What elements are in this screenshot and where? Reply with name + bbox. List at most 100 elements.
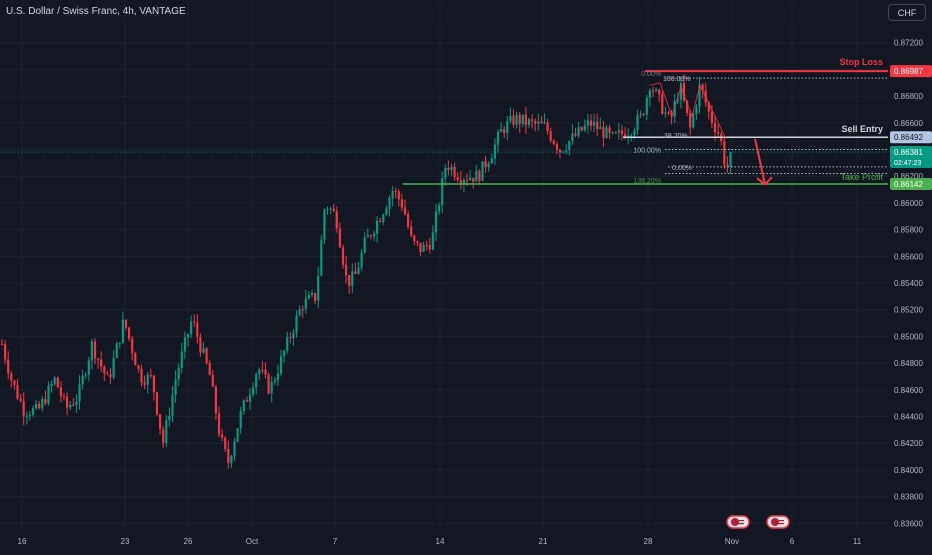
time-axis[interactable]: 16 23 26 Oct 7 14 21 28 Nov 6 11 xyxy=(0,530,888,550)
candle-body xyxy=(304,298,307,310)
candle-body xyxy=(242,400,245,412)
candle-body xyxy=(379,220,382,222)
fib-a-level-label: 0.00% xyxy=(641,71,661,78)
take-profit-label: Take Profit xyxy=(840,172,883,182)
candle-body xyxy=(66,396,69,408)
price-tick-label: 0.83600 xyxy=(894,519,923,528)
candle-body xyxy=(571,133,574,142)
candle-body xyxy=(338,228,341,248)
candle-body xyxy=(273,380,276,382)
candle-body xyxy=(329,208,332,210)
candle-body xyxy=(31,408,35,415)
candle-body xyxy=(589,120,593,126)
chart-area[interactable]: Stop Loss Sell Entry Take Profit 0.00% 100.0… xyxy=(0,0,888,530)
candle-body xyxy=(562,151,565,153)
candle-body xyxy=(286,337,289,351)
price-tick-label: 0.84200 xyxy=(894,439,923,448)
candle-body xyxy=(13,380,16,386)
candle-body xyxy=(106,373,109,375)
candle-body xyxy=(543,122,546,124)
candle-body xyxy=(323,209,326,240)
candle-body xyxy=(369,235,372,237)
candle-body xyxy=(472,177,475,182)
candle-body xyxy=(552,140,555,144)
price-tick-label: 0.86800 xyxy=(894,92,923,101)
price-tick-label: 0.85400 xyxy=(894,279,923,288)
stop-loss-price-badge[interactable]: 0.86987 xyxy=(890,65,932,78)
candle-body xyxy=(38,403,41,409)
sell-entry-price-badge[interactable]: 0.86492 xyxy=(890,131,932,144)
candle-body xyxy=(679,83,682,100)
time-tick-label: Oct xyxy=(246,537,259,546)
candle-body xyxy=(112,357,115,378)
candle-body xyxy=(292,332,295,339)
candle-body xyxy=(695,106,698,114)
candle-body xyxy=(289,337,292,339)
candle-body xyxy=(596,121,599,130)
candle-body xyxy=(118,342,121,344)
us-flag-event-icon-2[interactable] xyxy=(766,515,790,529)
candle-body xyxy=(605,127,608,139)
candle-body xyxy=(47,385,50,404)
candle-body xyxy=(214,386,217,414)
candle-body xyxy=(146,374,149,385)
candle-body xyxy=(366,235,369,238)
fib-a-level-label: 100.00% xyxy=(633,148,661,155)
candle-body xyxy=(469,177,472,181)
take-profit-price-badge-bg xyxy=(890,177,932,190)
candle-body xyxy=(93,341,97,359)
candle-body xyxy=(726,164,729,167)
candle-body xyxy=(698,84,701,107)
candle-body xyxy=(230,456,233,464)
candle-body xyxy=(84,374,87,376)
candle-body xyxy=(357,267,360,274)
candle-body xyxy=(546,122,549,132)
candle-body xyxy=(540,121,543,124)
time-tick-label: 26 xyxy=(184,537,193,546)
currency-button[interactable]: CHF xyxy=(888,4,926,21)
candle-body xyxy=(16,385,19,399)
candle-body xyxy=(75,401,78,406)
price-tick-label: 0.83800 xyxy=(894,493,923,502)
candle-body xyxy=(617,130,620,133)
candle-body xyxy=(382,214,385,222)
candle-body xyxy=(667,112,670,114)
candle-body xyxy=(186,334,190,338)
candle-body xyxy=(103,366,106,374)
candle-body xyxy=(645,97,648,115)
fib-a-level-label: 138.20% xyxy=(633,178,661,185)
stop-loss-price-badge-text: 0.86987 xyxy=(894,67,923,76)
candle-body xyxy=(78,384,81,402)
candle-body xyxy=(425,244,428,246)
candle-body xyxy=(391,190,394,199)
candle-body xyxy=(527,119,531,125)
bar-countdown: 02:47:23 xyxy=(894,160,921,167)
us-flag-event-icon[interactable] xyxy=(726,515,750,529)
time-tick-label: 23 xyxy=(121,537,130,546)
candle-body xyxy=(7,359,10,374)
candle-body xyxy=(642,113,645,115)
candle-body xyxy=(534,120,537,124)
sell-entry-price-badge-text: 0.86492 xyxy=(894,133,923,142)
candle-body xyxy=(121,319,124,343)
candle-body xyxy=(245,400,248,402)
candle-body xyxy=(335,211,338,229)
candle-body xyxy=(258,369,261,375)
candle-body xyxy=(72,405,75,407)
candle-body xyxy=(168,415,171,421)
candle-body xyxy=(190,321,193,335)
take-profit-price-badge-text: 0.86142 xyxy=(894,180,923,189)
candle-body xyxy=(332,208,335,212)
candle-body xyxy=(10,373,13,381)
take-profit-price-badge[interactable]: 0.86142 xyxy=(890,177,932,190)
price-tick-label: 0.84000 xyxy=(894,466,923,475)
candle-body xyxy=(465,179,469,181)
current-price-badge[interactable]: 0.86381 02:47:23 xyxy=(890,146,932,169)
candle-body xyxy=(608,127,611,133)
candle-body xyxy=(239,411,242,429)
candle-body xyxy=(518,114,521,124)
price-axis[interactable]: 0.874000.872000.870000.868000.866000.864… xyxy=(888,0,932,550)
candle-body xyxy=(385,208,388,215)
projection-arrow-line xyxy=(754,138,766,185)
